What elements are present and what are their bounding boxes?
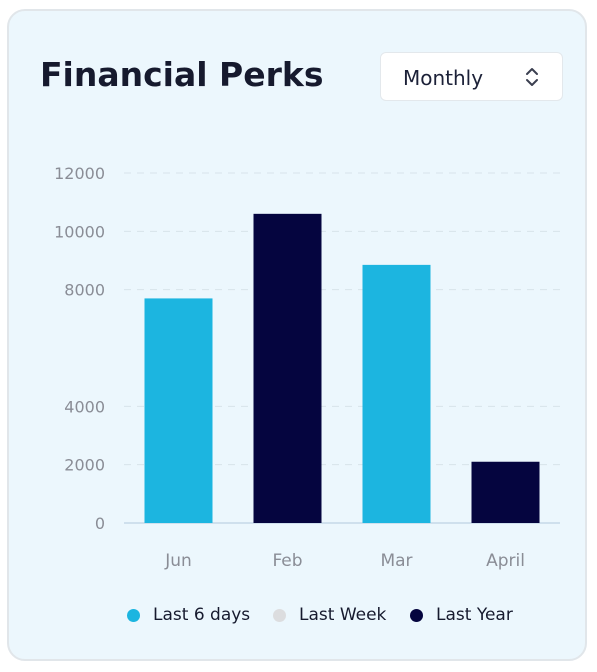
card-title: Financial Perks xyxy=(40,55,324,94)
x-tick-label: Jun xyxy=(164,551,192,571)
bar-mar xyxy=(362,264,431,523)
financial-perks-card: Financial Perks Monthly 0 2000 4000 8000 100… xyxy=(7,9,587,661)
y-tick-label: 0 xyxy=(95,514,105,533)
period-select-value: Monthly xyxy=(403,66,484,90)
y-tick-label: 2000 xyxy=(64,456,105,475)
y-tick-label: 12000 xyxy=(54,164,105,183)
legend-label: Last 6 days xyxy=(153,605,251,625)
y-tick-label: 4000 xyxy=(64,397,105,416)
legend-label: Last Week xyxy=(299,605,387,625)
bar-april xyxy=(471,461,540,523)
y-tick-label: 8000 xyxy=(64,281,105,300)
legend-swatch xyxy=(127,609,140,622)
x-tick-label: Feb xyxy=(272,551,302,571)
x-tick-label: April xyxy=(486,551,525,571)
legend-swatch xyxy=(273,609,286,622)
bar-jun xyxy=(144,298,213,523)
legend-label: Last Year xyxy=(436,605,513,625)
legend-swatch xyxy=(410,609,423,622)
chevron-up-down-icon xyxy=(526,68,538,86)
bar-feb xyxy=(253,213,322,524)
chart-legend: Last 6 days Last Week Last Year xyxy=(9,603,589,627)
x-tick-label: Mar xyxy=(380,551,412,571)
bar-chart: 0 2000 4000 8000 10000 12000 Jun Feb Mar April xyxy=(54,164,560,571)
period-select[interactable]: Monthly xyxy=(380,52,563,101)
y-tick-label: 10000 xyxy=(54,222,105,241)
